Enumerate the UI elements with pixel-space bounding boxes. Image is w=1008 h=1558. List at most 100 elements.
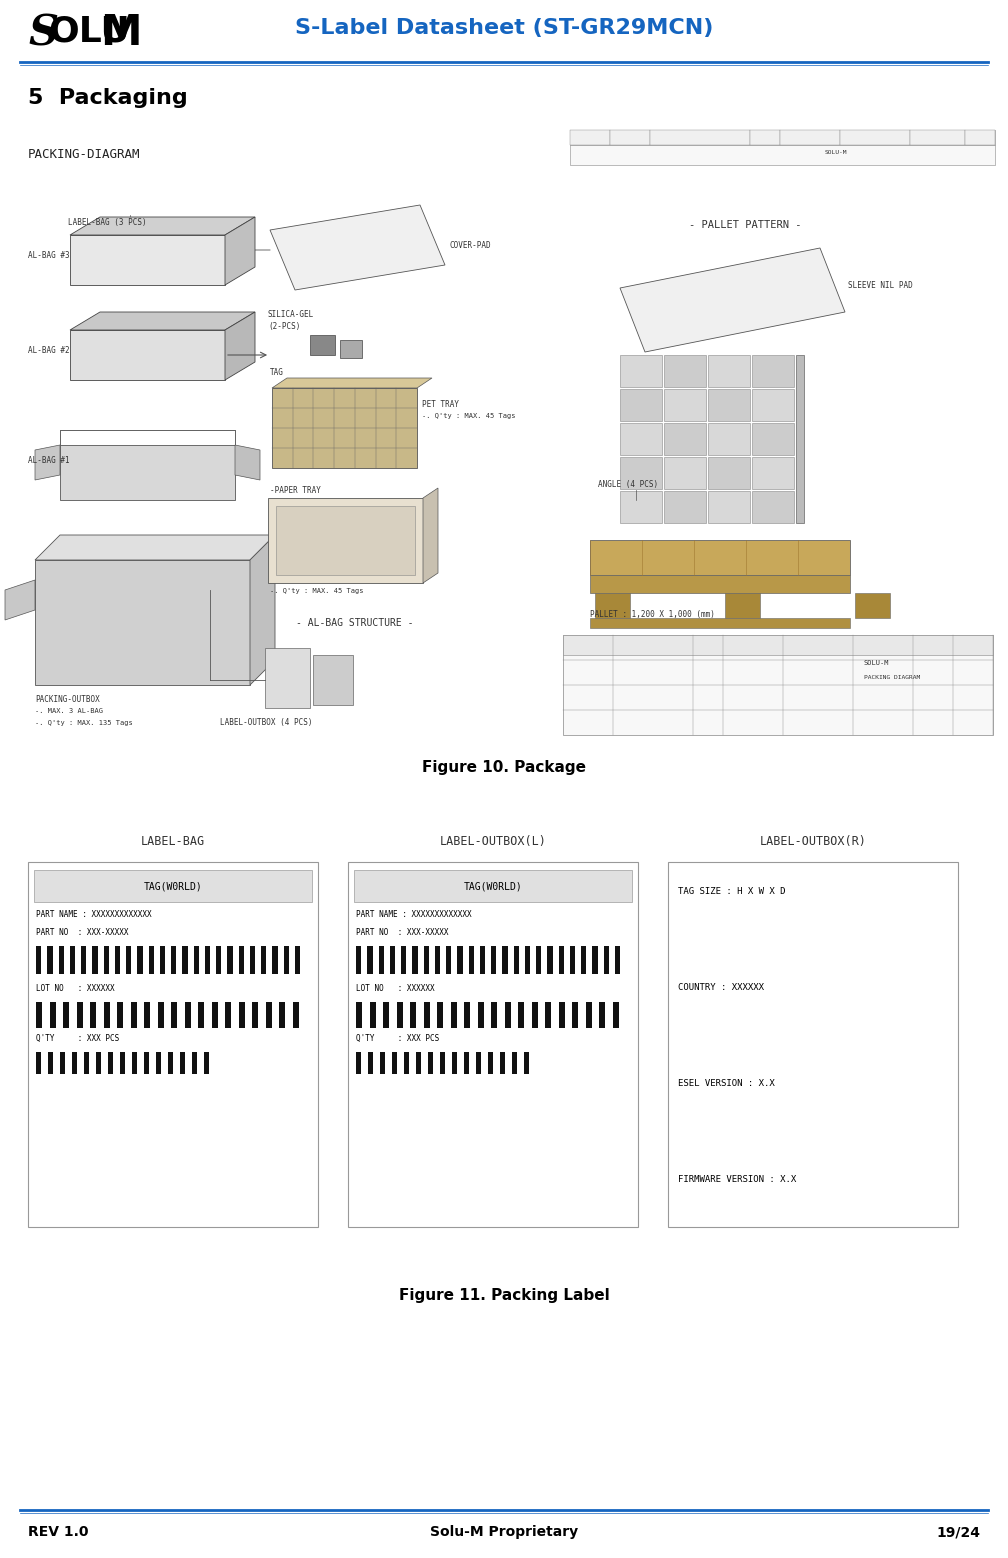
Bar bbox=[563, 636, 993, 654]
Bar bbox=[151, 1002, 157, 1028]
Bar bbox=[384, 946, 389, 974]
Bar bbox=[177, 1002, 184, 1028]
Bar bbox=[620, 946, 626, 974]
Bar bbox=[265, 648, 310, 707]
Bar bbox=[72, 1052, 77, 1073]
Bar bbox=[708, 491, 750, 523]
Bar bbox=[750, 129, 780, 145]
Bar bbox=[310, 335, 335, 355]
Bar bbox=[15, 815, 993, 1270]
Bar bbox=[383, 1002, 389, 1028]
Bar bbox=[363, 1002, 369, 1028]
Bar bbox=[708, 355, 750, 386]
Bar bbox=[374, 1052, 379, 1073]
Text: LABEL-OUTBOX(L): LABEL-OUTBOX(L) bbox=[439, 835, 546, 848]
Bar bbox=[595, 594, 630, 619]
Polygon shape bbox=[225, 217, 255, 285]
Bar bbox=[356, 1052, 361, 1073]
Bar bbox=[452, 1052, 457, 1073]
Bar bbox=[581, 946, 587, 974]
Text: TAG(W0RLD): TAG(W0RLD) bbox=[464, 880, 522, 891]
Bar bbox=[752, 390, 794, 421]
Bar bbox=[518, 1002, 524, 1028]
Text: ESEL VERSION : X.X: ESEL VERSION : X.X bbox=[678, 1080, 775, 1087]
Bar bbox=[180, 1052, 185, 1073]
Bar bbox=[244, 946, 249, 974]
Bar bbox=[513, 946, 519, 974]
Bar bbox=[502, 946, 508, 974]
Bar bbox=[615, 946, 620, 974]
Bar bbox=[519, 946, 524, 974]
Bar bbox=[192, 1002, 198, 1028]
Bar bbox=[910, 129, 965, 145]
Bar bbox=[579, 1002, 586, 1028]
Bar bbox=[570, 145, 995, 165]
Bar bbox=[620, 355, 662, 386]
Bar bbox=[110, 1002, 117, 1028]
Bar bbox=[613, 1002, 619, 1028]
Bar bbox=[117, 1002, 123, 1028]
Bar bbox=[84, 1002, 90, 1028]
Bar bbox=[157, 1002, 164, 1028]
Bar bbox=[386, 1052, 391, 1073]
Bar bbox=[376, 1002, 383, 1028]
Bar bbox=[536, 946, 541, 974]
Bar bbox=[186, 1052, 191, 1073]
Text: PALLET : 1,200 X 1,000 (mm): PALLET : 1,200 X 1,000 (mm) bbox=[590, 611, 715, 619]
Text: Q'TY     : XXX PCS: Q'TY : XXX PCS bbox=[36, 1035, 119, 1042]
Bar bbox=[41, 946, 47, 974]
Bar bbox=[412, 946, 417, 974]
Bar bbox=[480, 946, 485, 974]
Bar bbox=[114, 1052, 119, 1073]
Bar bbox=[292, 1002, 299, 1028]
Bar bbox=[143, 946, 148, 974]
Bar bbox=[120, 343, 160, 368]
Bar bbox=[471, 1002, 477, 1028]
Text: SLEEVE NIL PAD: SLEEVE NIL PAD bbox=[848, 280, 913, 290]
Bar bbox=[171, 946, 176, 974]
Bar bbox=[130, 1002, 137, 1028]
Bar bbox=[98, 946, 103, 974]
Bar bbox=[423, 946, 428, 974]
Bar bbox=[423, 1002, 430, 1028]
Bar bbox=[406, 946, 412, 974]
Bar bbox=[126, 1052, 131, 1073]
Bar bbox=[476, 1052, 481, 1073]
Bar bbox=[96, 1052, 101, 1073]
Bar bbox=[590, 619, 850, 628]
Bar bbox=[474, 946, 480, 974]
Bar bbox=[606, 1002, 612, 1028]
Bar bbox=[552, 946, 558, 974]
Bar bbox=[572, 1002, 579, 1028]
Text: -. Q'ty : MAX. 135 Tags: -. Q'ty : MAX. 135 Tags bbox=[35, 720, 133, 726]
Bar bbox=[109, 946, 115, 974]
Polygon shape bbox=[70, 235, 225, 285]
Bar bbox=[430, 1002, 436, 1028]
Bar bbox=[446, 1052, 451, 1073]
Bar bbox=[58, 946, 64, 974]
Text: LABEL-OUTBOX(R): LABEL-OUTBOX(R) bbox=[760, 835, 867, 848]
Polygon shape bbox=[250, 534, 275, 686]
Bar bbox=[422, 1052, 427, 1073]
Text: AL-BAG #2: AL-BAG #2 bbox=[28, 346, 70, 355]
Bar bbox=[132, 1052, 137, 1073]
Bar bbox=[211, 946, 216, 974]
Bar bbox=[276, 506, 415, 575]
Text: Q'TY     : XXX PCS: Q'TY : XXX PCS bbox=[356, 1035, 439, 1042]
Bar bbox=[392, 1052, 397, 1073]
Bar bbox=[486, 946, 491, 974]
Bar bbox=[232, 1002, 238, 1028]
Bar bbox=[587, 946, 592, 974]
Text: -PAPER TRAY: -PAPER TRAY bbox=[270, 486, 321, 495]
Bar bbox=[418, 946, 423, 974]
Bar bbox=[265, 1002, 272, 1028]
Bar bbox=[395, 946, 401, 974]
Bar bbox=[174, 1052, 179, 1073]
Bar bbox=[491, 946, 496, 974]
Bar bbox=[664, 390, 706, 421]
Bar bbox=[404, 1052, 409, 1073]
Bar bbox=[604, 946, 609, 974]
Bar bbox=[525, 1002, 531, 1028]
Bar bbox=[340, 340, 362, 358]
Bar bbox=[469, 946, 474, 974]
